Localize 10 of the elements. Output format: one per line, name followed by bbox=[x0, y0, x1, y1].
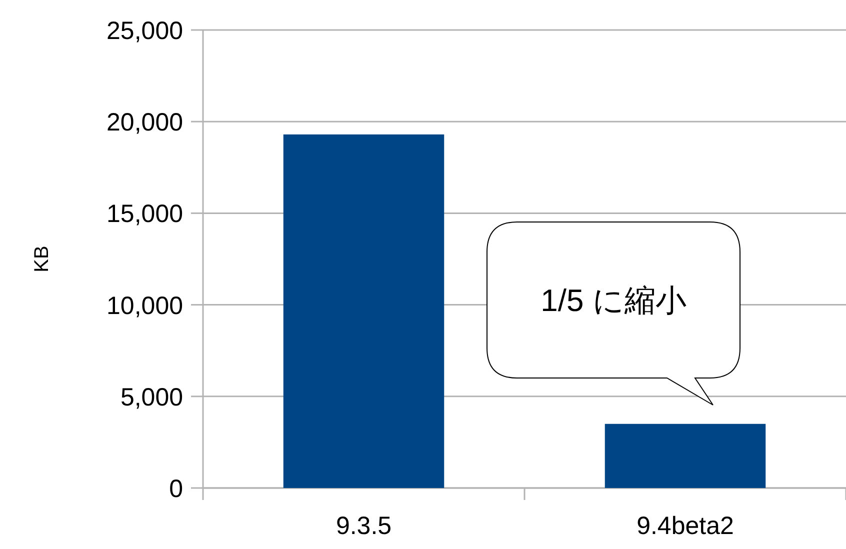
annotation: 1/5 に縮小 bbox=[540, 283, 686, 318]
y-tick-label: 5,000 bbox=[120, 383, 183, 412]
y-axis-title: KB bbox=[31, 246, 53, 272]
y-tick-label: 15,000 bbox=[106, 200, 183, 228]
y-tick-label: 20,000 bbox=[106, 108, 183, 137]
x-tick-label: 9.3.5 bbox=[336, 512, 392, 540]
y-tick-label: 10,000 bbox=[106, 292, 183, 320]
x-tick-label: 9.4beta2 bbox=[636, 512, 734, 540]
y-tick-label: 25,000 bbox=[106, 17, 183, 45]
y-tick-label: 0 bbox=[169, 475, 183, 503]
